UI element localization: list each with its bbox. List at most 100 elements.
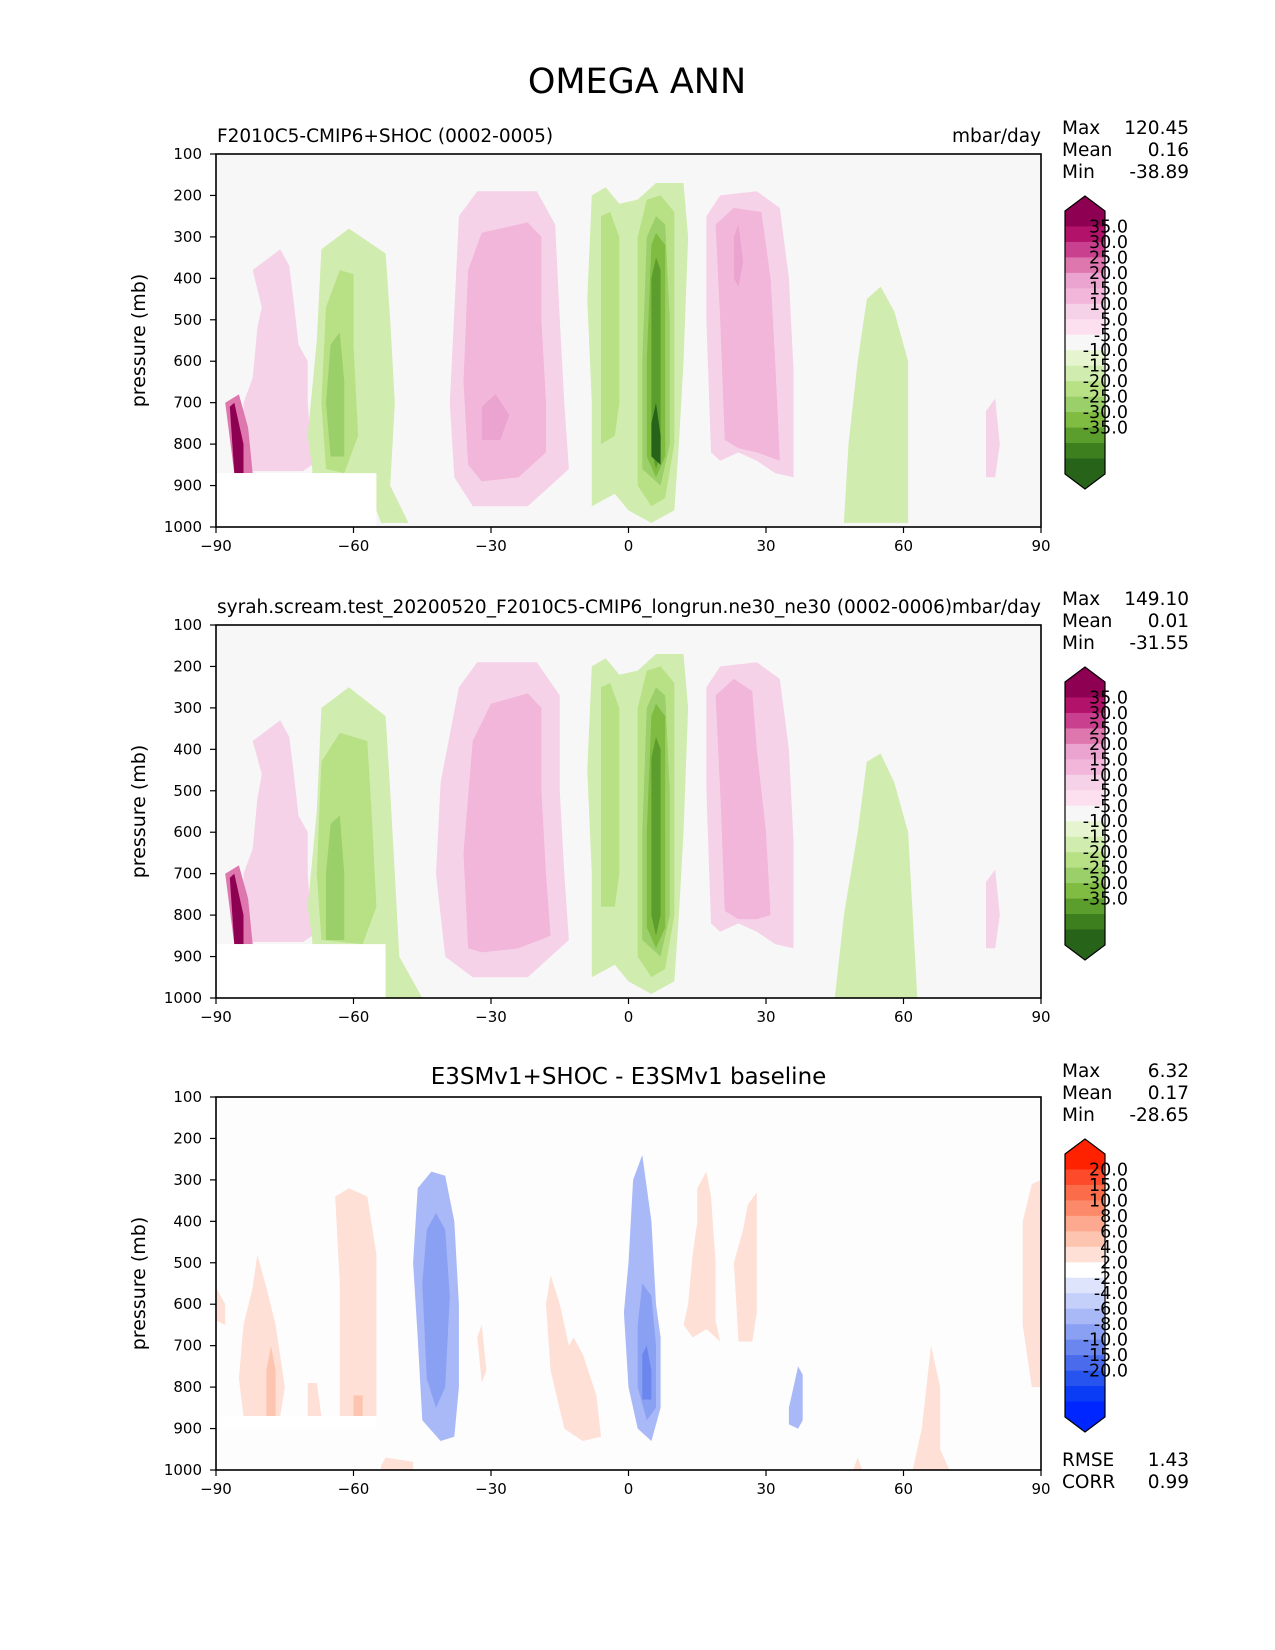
contour-region <box>335 1188 377 1417</box>
contour-field <box>216 1155 1041 1470</box>
x-tick-label: 30 <box>756 537 775 555</box>
y-tick-label: 500 <box>173 782 202 800</box>
stat-label: Mean <box>1062 611 1112 632</box>
stat-value: 0.01 <box>1148 611 1189 632</box>
colorbar-swatch <box>1065 774 1105 791</box>
y-tick-label: 300 <box>173 699 202 717</box>
colorbar-swatch <box>1065 288 1105 305</box>
y-tick-label: 700 <box>173 394 202 412</box>
colorbar-tick-label: 10.0 <box>1089 1191 1128 1211</box>
stat-value: -38.89 <box>1129 162 1189 183</box>
colorbar-tick-label: 15.0 <box>1089 750 1128 770</box>
colorbar-tick-label: -20.0 <box>1083 372 1128 392</box>
contour-region <box>683 1171 721 1342</box>
colorbar-swatch <box>1065 867 1105 884</box>
colorbar-swatch <box>1065 883 1105 900</box>
contour-region <box>353 1395 363 1417</box>
colorbar-swatch <box>1065 1339 1105 1356</box>
contour-region <box>326 815 345 940</box>
y-tick-label: 200 <box>173 657 202 675</box>
y-axis-label: pressure (mb) <box>128 1217 150 1351</box>
panel-reference: −90 −60 −30 0 30 60 90 100 200 300 400 500 600 700 800… <box>128 589 1189 1026</box>
contour-region <box>912 1345 950 1470</box>
y-tick-label: 400 <box>173 269 202 287</box>
x-tick-label: 0 <box>624 537 634 555</box>
colorbar-tick-label: -15.0 <box>1083 357 1128 377</box>
colorbar-swatch <box>1065 396 1105 413</box>
colorbar-swatch <box>1065 350 1105 367</box>
y-tick-label: 1000 <box>164 518 202 536</box>
contour-region <box>229 873 244 945</box>
metric-value: 1.43 <box>1148 1450 1189 1471</box>
stats-block: Max 6.32 Mean 0.17 Min -28.65 <box>1062 1061 1189 1126</box>
colorbar-swatch <box>1065 1355 1105 1372</box>
colorbar-tick-label: 35.0 <box>1089 688 1128 708</box>
colorbar-swatch <box>1065 1324 1105 1341</box>
colorbar-tick-label: -25.0 <box>1083 388 1128 408</box>
metrics-block: RMSE 1.43 CORR 0.99 <box>1062 1450 1189 1493</box>
colorbar: 35.030.025.020.015.010.05.0-5.0-10.0-15.… <box>1064 195 1128 490</box>
y-tick-label: 900 <box>173 1420 202 1438</box>
figure-title: OMEGA ANN <box>528 62 746 102</box>
colorbar-outline <box>1064 666 1106 961</box>
colorbar-tick-label: 8.0 <box>1100 1207 1128 1227</box>
colorbar-outline <box>1064 1138 1106 1433</box>
colorbar-swatch <box>1065 257 1105 274</box>
x-tick-label: 30 <box>756 1008 775 1026</box>
panel-title-center: E3SMv1+SHOC - E3SMv1 baseline <box>431 1064 827 1090</box>
y-tick-label: 800 <box>173 435 202 453</box>
y-tick-label: 100 <box>173 1088 202 1106</box>
y-tick-label: 500 <box>173 311 202 329</box>
colorbar-swatch <box>1065 1184 1105 1201</box>
colorbar-swatch <box>1065 728 1105 745</box>
panel-title-left: syrah.scream.test_20200520_F2010C5-CMIP6… <box>217 597 952 618</box>
colorbar-tick-label: 5.0 <box>1100 781 1128 801</box>
colorbar-swatch <box>1065 712 1105 729</box>
contour-region <box>463 222 546 482</box>
y-tick-label: 100 <box>173 145 202 163</box>
colorbar-tick-label: -8.0 <box>1094 1315 1128 1335</box>
colorbar-swatch <box>1065 790 1105 807</box>
colorbar-tick-label: 35.0 <box>1089 217 1128 237</box>
colorbar-swatch <box>1065 1386 1105 1403</box>
stat-value: 0.17 <box>1148 1083 1189 1104</box>
y-tick-label: 100 <box>173 616 202 634</box>
stat-value: -28.65 <box>1129 1105 1189 1126</box>
contour-region <box>715 207 780 461</box>
colorbar-swatch <box>1065 443 1105 460</box>
contour-region <box>316 732 377 945</box>
stat-label: Min <box>1062 1105 1095 1126</box>
contour-region <box>243 720 313 942</box>
contour-region <box>853 1457 863 1470</box>
colorbar-tick-label: 15.0 <box>1089 279 1128 299</box>
colorbar-swatch <box>1065 1154 1105 1170</box>
colorbar-swatch <box>1065 1370 1105 1387</box>
contour-region <box>986 869 1000 949</box>
colorbar-swatch <box>1065 1277 1105 1294</box>
stats-block: Max 120.45 Mean 0.16 Min -38.89 <box>1062 118 1189 183</box>
colorbar: 20.015.010.08.06.04.02.0-2.0-4.0-6.0-8.0… <box>1064 1138 1128 1433</box>
colorbar-swatch <box>1065 334 1105 351</box>
y-tick-label: 1000 <box>164 989 202 1007</box>
contour-region <box>1022 1179 1041 1388</box>
colorbar-swatch <box>1065 852 1105 869</box>
colorbar-tick-label: -30.0 <box>1083 874 1128 894</box>
colorbar-tick-label: 10.0 <box>1089 295 1128 315</box>
colorbar-swatch <box>1065 1262 1105 1279</box>
colorbar-extend-top <box>1065 1139 1105 1154</box>
colorbar-swatch <box>1065 303 1105 320</box>
x-tick-label: −90 <box>200 1480 232 1498</box>
colorbar-tick-label: -10.0 <box>1083 812 1128 832</box>
contour-region <box>477 1324 487 1383</box>
stats-block: Max 149.10 Mean 0.01 Min -31.55 <box>1062 589 1189 654</box>
panel-units: mbar/day <box>952 126 1041 147</box>
y-tick-label: 900 <box>173 477 202 495</box>
colorbar-swatch <box>1065 914 1105 931</box>
colorbar-tick-label: 5.0 <box>1100 310 1128 330</box>
x-tick-label: 90 <box>1031 1480 1050 1498</box>
colorbar-swatch <box>1065 836 1105 853</box>
y-tick-label: 600 <box>173 823 202 841</box>
contour-region <box>216 1287 226 1325</box>
contour-region <box>481 394 510 440</box>
contour-region <box>715 678 771 920</box>
